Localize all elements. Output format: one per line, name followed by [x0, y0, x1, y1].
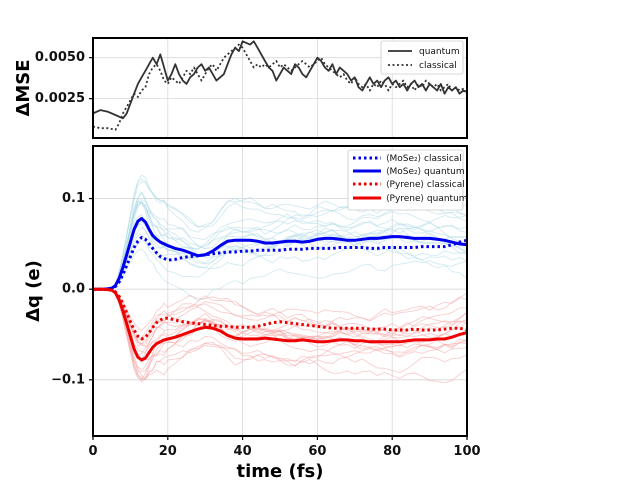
charge-x-ticks: 0 20 40 60 80 100	[88, 436, 481, 459]
mse-y-tick-label: 0.0025	[35, 91, 85, 106]
charge-series-line	[93, 287, 467, 341]
mse-y-tick-label: 0.0050	[35, 50, 85, 65]
charge-series-line	[93, 217, 467, 291]
charge-x-tick-label: 0	[88, 444, 97, 459]
trajectory-Pyrene-line	[93, 288, 467, 353]
trajectory-Pyrene-line	[93, 288, 467, 347]
charge-x-tick-label: 20	[159, 444, 177, 459]
mse-legend-classical-label: classical	[419, 61, 457, 71]
trajectory-Pyrene-line	[93, 288, 467, 383]
charge-panel: 0 20 40 60 80 100 −0.1 0.0 0.1 Δq (e) time (fs)…	[23, 145, 481, 482]
charge-y-ticks: −0.1 0.0 0.1	[51, 191, 93, 387]
charge-series-group	[93, 217, 467, 362]
charge-y-tick-label: 0.0	[62, 282, 85, 297]
mse-legend-quantum-label: quantum	[419, 47, 460, 57]
mse-classical-line	[93, 43, 467, 131]
charge-series-line	[93, 236, 467, 291]
charge-y-tick-label: 0.1	[62, 191, 85, 206]
charge-legend-box	[347, 149, 464, 211]
mse-y-ticks: 0.0025 0.0050	[35, 50, 93, 106]
charge-x-tick-label: 60	[308, 444, 326, 459]
trajectory-Pyrene-line	[93, 288, 467, 354]
mse-series-group	[93, 40, 467, 131]
trajectory-Pyrene-line	[93, 288, 467, 332]
charge-x-tick-label: 40	[234, 444, 252, 459]
charge-series-line	[93, 287, 467, 362]
trajectory-MoSe2-line	[93, 201, 467, 290]
mse-legend: quantum classical	[380, 40, 464, 75]
charge-x-tick-label: 100	[453, 444, 480, 459]
charge-x-tick-label: 80	[383, 444, 401, 459]
legend-mose2-quantum-label: ⟨MoSe₂⟩ quantum	[386, 167, 465, 177]
charge-legend: ⟨MoSe₂⟩ classical ⟨MoSe₂⟩ quantum ⟨Pyren…	[347, 149, 468, 211]
charge-x-axis-title: time (fs)	[236, 461, 323, 482]
charge-plot-frame	[92, 145, 468, 437]
trajectory-MoSe2-line	[93, 221, 467, 290]
mse-quantum-line	[93, 40, 467, 120]
mse-y-axis-title: ΔMSE	[13, 59, 34, 116]
trajectory-MoSe2-line	[93, 200, 467, 290]
mse-plot-frame	[92, 37, 468, 139]
trajectory-Pyrene-line	[93, 288, 467, 381]
trajectory-Pyrene-line	[93, 288, 467, 341]
trajectory-MoSe2-line	[93, 248, 467, 301]
mse-panel: 0.0025 0.0050 ΔMSE quantum classical	[13, 37, 468, 139]
trajectory-MoSe2-line	[93, 202, 467, 290]
legend-pyrene-classical-label: ⟨Pyrene⟩ classical	[386, 180, 465, 190]
legend-mose2-classical-label: ⟨MoSe₂⟩ classical	[386, 154, 462, 164]
charge-y-axis-title: Δq (e)	[23, 260, 44, 322]
legend-pyrene-quantum-label: ⟨Pyrene⟩ quantum	[386, 194, 468, 204]
trajectory-Pyrene-line	[93, 288, 467, 384]
charge-y-tick-label: −0.1	[51, 372, 85, 387]
trajectory-MoSe2-line	[93, 190, 467, 290]
